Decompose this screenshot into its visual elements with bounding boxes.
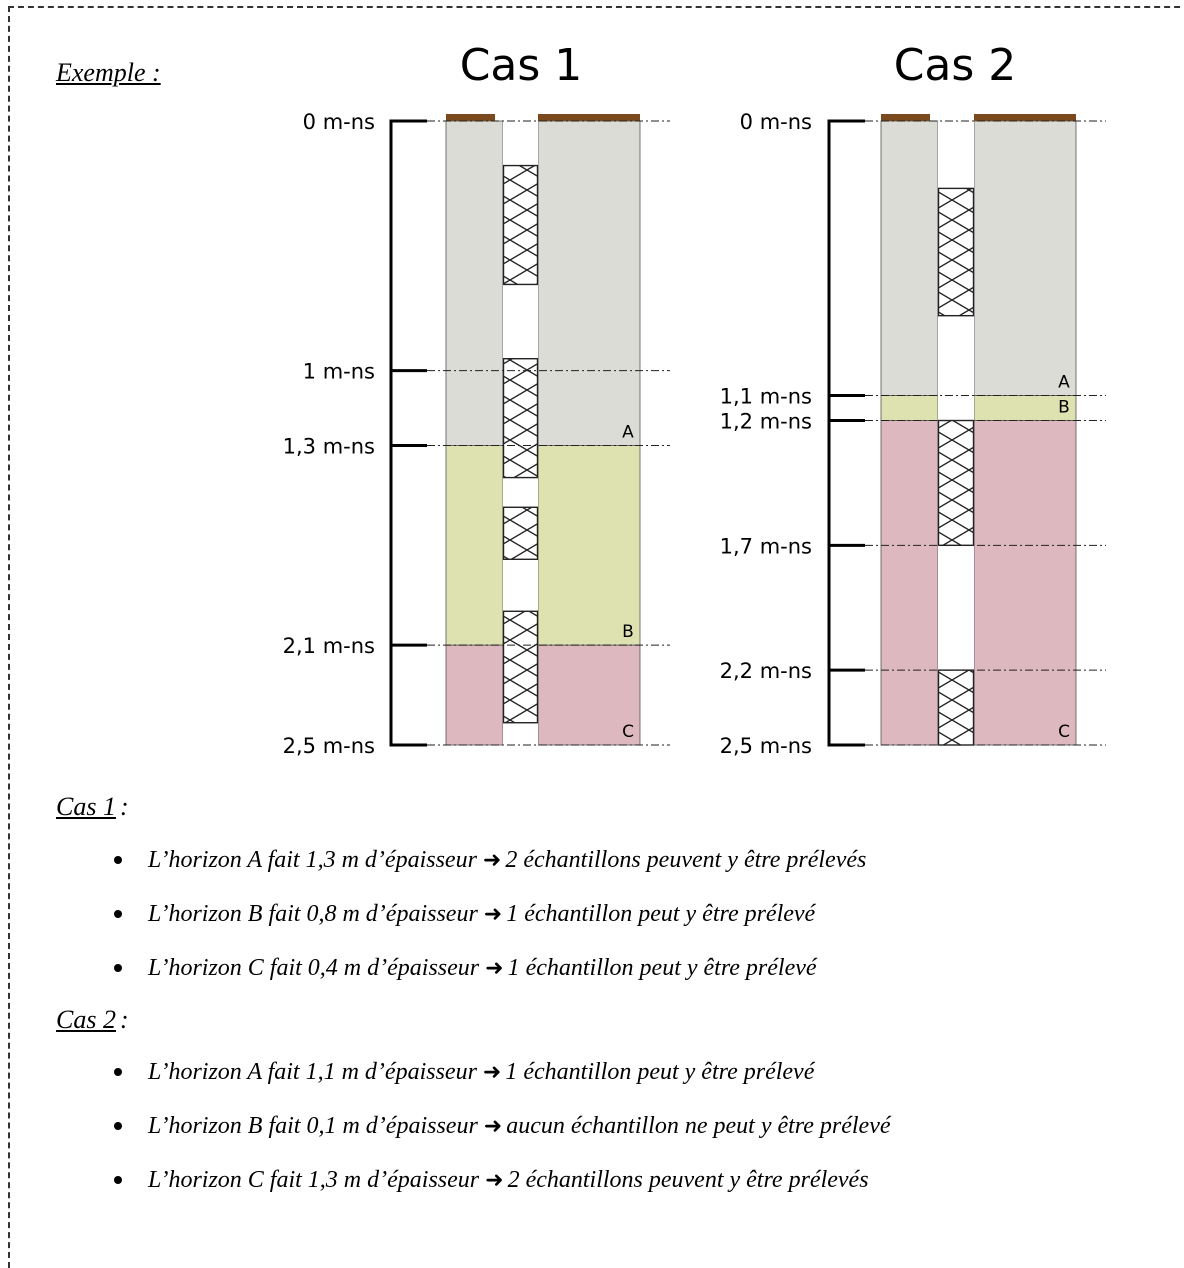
- sample-interval: [937, 669, 975, 746]
- horizon-letter: A: [1058, 373, 1070, 393]
- right-arrow-icon: ➜: [485, 1167, 504, 1192]
- sample-interval: [502, 164, 539, 286]
- case-title: Cas 1: [460, 40, 583, 91]
- sample-interval: [502, 358, 539, 479]
- example-frame: [8, 6, 1184, 1268]
- right-arrow-icon: ➜: [485, 955, 504, 980]
- depth-label: 1,1 m-ns: [720, 385, 812, 409]
- cas-1-heading: Cas 1:: [56, 792, 129, 821]
- example-label: Exemple :: [56, 58, 161, 87]
- depth-label: 1,2 m-ns: [720, 410, 812, 434]
- bullet-icon: [114, 1176, 122, 1184]
- horizon-letter: C: [622, 722, 634, 742]
- right-arrow-icon: ➜: [483, 901, 503, 926]
- horizon-b-left: [445, 445, 504, 646]
- sample-interval: [502, 610, 539, 724]
- horizon-letter: B: [1058, 398, 1070, 418]
- horizon-c-left: [880, 420, 939, 746]
- horizon-a-right: [973, 120, 1077, 396]
- depth-label: 1,7 m-ns: [720, 534, 812, 558]
- bullet-icon: [114, 856, 122, 864]
- depth-label: 2,5 m-ns: [720, 734, 812, 758]
- list-item: L’horizon B fait 0,8 m d’épaisseur ➜ 1 éch…: [100, 894, 866, 948]
- horizon-c-right: [537, 644, 641, 746]
- ground-surface: [881, 114, 930, 121]
- depth-label: 0 m-ns: [740, 110, 812, 134]
- depth-label: 1,3 m-ns: [283, 434, 375, 458]
- sample-interval: [937, 187, 975, 317]
- depth-label: 1 m-ns: [303, 360, 375, 384]
- list-item: L’horizon C fait 0,4 m d’épaisseur ➜ 1 éch…: [100, 948, 866, 1002]
- sample-interval: [937, 419, 975, 547]
- horizon-a-left: [880, 120, 939, 396]
- horizon-letter: C: [1058, 722, 1070, 742]
- horizon-b-left: [880, 395, 939, 421]
- list-item: L’horizon A fait 1,1 m d’épaisseur ➜ 1 éch…: [100, 1052, 891, 1106]
- case-1-profile: Cas 1 A B C 0 m-ns 1 m-ns 1,3 m-ns 2,1 m-ns 2,5 …: [283, 40, 670, 758]
- ground-surface: [446, 114, 495, 121]
- depth-label: 2,2 m-ns: [720, 659, 812, 683]
- cas-2-heading: Cas 2:: [56, 1005, 129, 1034]
- case-2-profile: Cas 2 AB C 0 m-ns 1,1 m-ns1,2 m-ns 1,7 m-ns 2,…: [720, 40, 1106, 758]
- right-arrow-icon: ➜: [482, 847, 502, 872]
- horizon-c-right: [973, 420, 1077, 746]
- bullet-icon: [114, 964, 122, 972]
- depth-label: 0 m-ns: [303, 110, 375, 134]
- list-item: L’horizon C fait 1,3 m d’épaisseur ➜ 2 éch…: [100, 1160, 891, 1214]
- ground-surface: [974, 114, 1076, 121]
- horizon-c-left: [445, 644, 504, 746]
- right-arrow-icon: ➜: [483, 1113, 503, 1138]
- case-title: Cas 2: [894, 40, 1017, 91]
- list-item: L’horizon B fait 0,1 m d’épaisseur ➜ aucun…: [100, 1106, 891, 1160]
- horizon-a-right: [537, 120, 641, 446]
- list-item: L’horizon A fait 1,3 m d’épaisseur ➜ 2 éch…: [100, 840, 866, 894]
- cas-1-list: L’horizon A fait 1,3 m d’épaisseur ➜ 2 éch…: [100, 840, 866, 1002]
- bullet-icon: [114, 1122, 122, 1130]
- ground-surface: [538, 114, 640, 121]
- depth-label: 2,5 m-ns: [283, 734, 375, 758]
- horizon-letter: A: [622, 422, 634, 442]
- sample-interval: [502, 506, 539, 560]
- horizon-letter: B: [622, 622, 634, 642]
- horizon-a-left: [445, 120, 504, 446]
- cas-2-list: L’horizon A fait 1,1 m d’épaisseur ➜ 1 éch…: [100, 1052, 891, 1214]
- right-arrow-icon: ➜: [482, 1059, 502, 1084]
- bullet-icon: [114, 1068, 122, 1076]
- depth-label: 2,1 m-ns: [283, 634, 375, 658]
- bullet-icon: [114, 910, 122, 918]
- horizon-b-right: [537, 445, 641, 646]
